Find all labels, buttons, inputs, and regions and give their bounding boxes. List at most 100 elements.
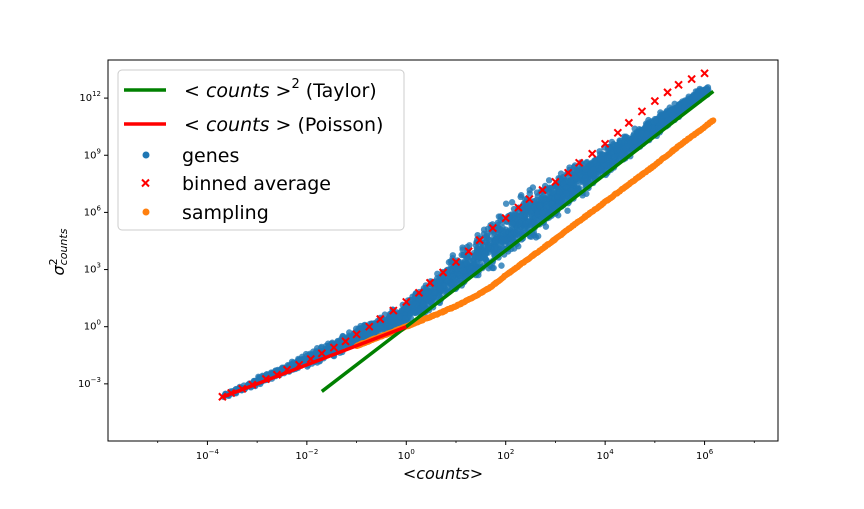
- genes-point: [494, 224, 502, 231]
- binned-average-marker: [464, 247, 473, 256]
- x-tick-label: 10−2: [295, 448, 318, 462]
- genes-point: [590, 166, 597, 173]
- binned-average-marker: [475, 235, 484, 245]
- genes-point: [536, 202, 543, 209]
- binned-average-marker: [613, 128, 623, 138]
- genes-point: [564, 207, 571, 214]
- genes-point: [515, 243, 522, 250]
- genes-point: [540, 195, 547, 203]
- genes-point: [681, 104, 688, 111]
- binned-average-marker: [488, 223, 498, 233]
- binned-average-marker: [624, 118, 634, 128]
- genes-point: [518, 192, 525, 199]
- x-tick-label: 10−4: [196, 448, 220, 462]
- binned-average-marker: [438, 268, 448, 277]
- binned-average-marker: [272, 370, 282, 379]
- genes-point: [527, 233, 535, 240]
- genes-point: [533, 189, 541, 196]
- genes-point: [582, 174, 589, 181]
- genes-point: [669, 111, 677, 119]
- binned-average-marker: [282, 365, 292, 374]
- genes-point: [459, 244, 466, 251]
- genes-point: [591, 157, 598, 165]
- genes-point: [423, 296, 430, 303]
- binned-average-marker: [226, 388, 236, 398]
- genes-point: [472, 253, 479, 260]
- binned-average-series: [218, 69, 709, 401]
- binned-average-marker: [218, 392, 227, 401]
- genes-point: [516, 219, 524, 227]
- genes-point: [322, 342, 330, 350]
- genes-point: [574, 181, 581, 188]
- genes-point: [598, 156, 605, 163]
- poisson-legend-label: < counts > (Poisson): [184, 114, 383, 136]
- genes-point: [502, 200, 510, 207]
- binned-average-marker: [376, 314, 385, 324]
- binned-average-marker: [414, 288, 424, 298]
- genes-point: [481, 250, 488, 257]
- genes-point: [650, 118, 658, 125]
- genes-point: [431, 289, 438, 296]
- genes-point: [494, 219, 501, 227]
- binned-average-marker: [352, 330, 361, 339]
- binned-average-marker: [588, 149, 597, 158]
- genes-point: [441, 282, 448, 290]
- genes-point: [515, 227, 522, 234]
- genes-point: [523, 212, 530, 219]
- x-axis-label: <counts>: [403, 464, 483, 483]
- genes-point: [610, 153, 618, 161]
- binned-average-marker: [700, 69, 709, 78]
- genes-point: [562, 195, 570, 203]
- binned-average-marker: [306, 354, 315, 364]
- genes-point: [575, 168, 583, 176]
- sampling-legend-marker: [142, 208, 150, 216]
- genes-point: [668, 106, 676, 113]
- genes-point: [542, 204, 550, 212]
- genes-point: [421, 290, 429, 298]
- genes-legend-marker: [142, 151, 150, 159]
- binned-average-marker: [525, 194, 534, 204]
- binned-average-marker: [317, 349, 327, 358]
- binned-average-marker: [261, 374, 271, 384]
- binned-average-marker: [451, 257, 461, 267]
- binned-average-marker: [637, 107, 647, 116]
- genes-point: [524, 204, 531, 211]
- genes-point: [401, 314, 409, 322]
- genes-point: [290, 359, 297, 366]
- genes-point: [658, 117, 665, 125]
- genes-point: [545, 177, 553, 184]
- sampling-point: [710, 117, 717, 124]
- binned-average-marker: [538, 185, 547, 195]
- genes-point: [398, 307, 406, 314]
- genes-point: [502, 228, 509, 236]
- genes-point: [449, 273, 456, 280]
- genes-point: [447, 258, 454, 265]
- genes-point: [694, 92, 701, 100]
- y-tick-label: 109: [84, 147, 101, 161]
- genes-point: [480, 226, 488, 233]
- binned-legend-marker: [141, 178, 150, 188]
- genes-point: [549, 189, 557, 196]
- x-tick-label: 106: [696, 448, 714, 462]
- y-axis-label: σ2counts: [47, 228, 70, 275]
- genes-point: [508, 220, 516, 227]
- genes-point: [542, 223, 550, 230]
- genes-point: [483, 234, 490, 241]
- plot-area: [218, 69, 717, 401]
- genes-point: [463, 260, 470, 267]
- x-tick-label: 102: [497, 448, 514, 462]
- binned-average-marker: [389, 306, 398, 315]
- y-tick-label: 10−3: [78, 376, 101, 390]
- legend: < counts >2 (Taylor) < counts > (Poisson)…: [117, 69, 405, 231]
- x-tick-label: 100: [398, 448, 415, 462]
- genes-point: [567, 187, 575, 194]
- genes-point: [466, 242, 473, 249]
- genes-point: [346, 329, 353, 336]
- y-tick-label: 103: [84, 262, 101, 276]
- genes-point: [582, 165, 589, 173]
- genes-point: [476, 260, 484, 267]
- genes-point: [554, 193, 561, 200]
- binned-average-marker: [663, 88, 672, 97]
- genes-point: [453, 265, 461, 273]
